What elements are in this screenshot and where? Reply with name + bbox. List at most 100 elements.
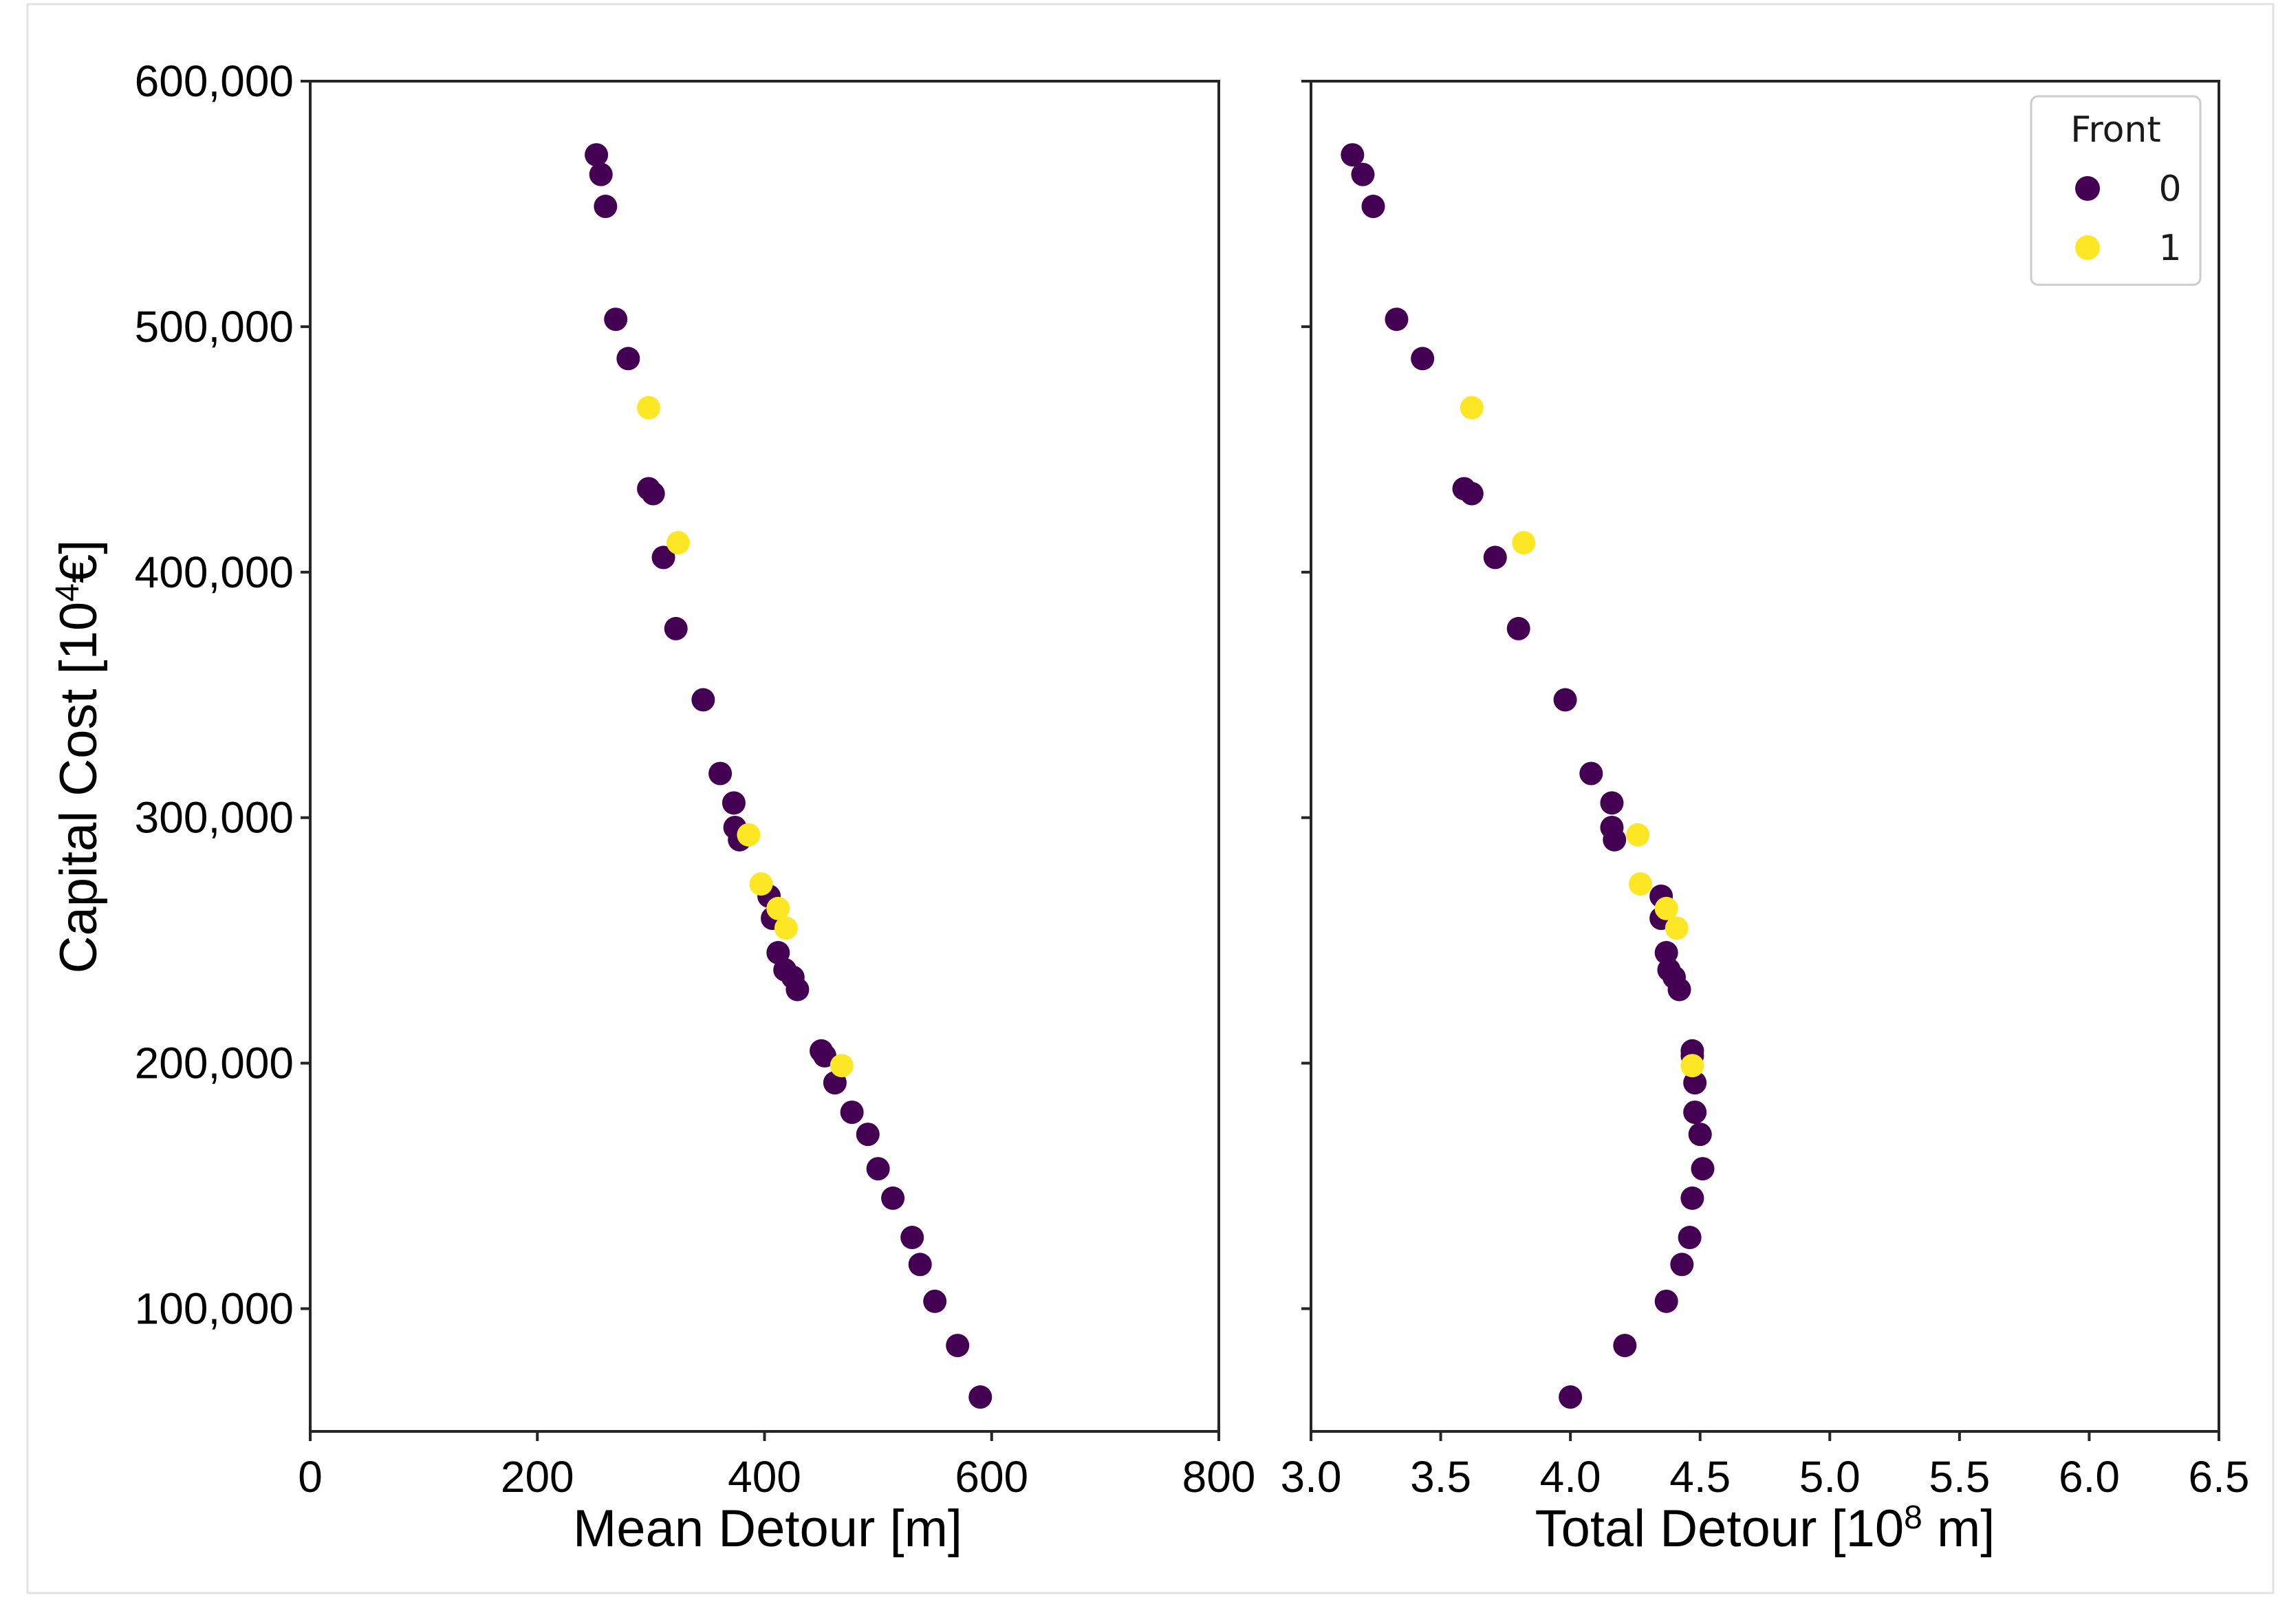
left-point-front-0-26 [881, 1186, 905, 1210]
right-point-front-0-29 [1654, 1289, 1678, 1313]
left-point-front-0-6 [641, 481, 665, 506]
left-panel: 0 200 400 600 800 100,000 200,000 300,000 400,0… [50, 56, 1255, 1558]
right-point-front-1-5 [1665, 916, 1689, 940]
left-point-front-0-29 [923, 1289, 947, 1313]
right-scatter-points [1341, 143, 1715, 1409]
right-point-front-0-24 [1688, 1123, 1712, 1147]
right-point-front-0-22 [1683, 1071, 1707, 1095]
left-point-front-0-30 [946, 1334, 970, 1358]
legend-box [2030, 95, 2202, 286]
left-point-front-0-24 [856, 1123, 880, 1147]
legend-marker-front-1 [2075, 235, 2100, 260]
left-point-front-0-19 [785, 977, 810, 1002]
right-point-front-0-31 [1559, 1385, 1583, 1409]
left-point-front-0-28 [908, 1253, 932, 1277]
right-point-front-0-4 [1411, 347, 1435, 371]
right-point-front-1-3 [1628, 872, 1652, 896]
legend-label-front-0: 0 [2158, 169, 2181, 210]
left-point-front-0-27 [900, 1226, 924, 1250]
left-point-front-1-2 [737, 823, 761, 847]
right-axes-frame [1310, 80, 2220, 1433]
right-point-front-0-1 [1351, 162, 1375, 186]
right-xtick-label-1: 3.5 [1410, 1452, 1471, 1502]
right-point-front-0-19 [1667, 977, 1691, 1002]
left-point-front-0-0 [585, 143, 609, 167]
left-xtick-label-3: 600 [955, 1452, 1028, 1502]
legend-marker-front-0 [2075, 176, 2100, 201]
left-point-front-0-23 [840, 1101, 864, 1125]
left-xtick-label-2: 400 [728, 1452, 801, 1502]
left-scatter-points [585, 143, 993, 1409]
left-point-front-0-2 [594, 195, 618, 219]
right-point-front-0-9 [1553, 688, 1577, 712]
right-xtick-label-5: 5.5 [1929, 1452, 1990, 1502]
right-point-front-1-1 [1512, 530, 1536, 554]
left-ytick-label-4: 500,000 [135, 302, 294, 351]
left-point-front-0-21 [813, 1043, 837, 1068]
left-ytick-label-3: 400,000 [135, 548, 294, 597]
right-point-front-1-0 [1460, 396, 1484, 420]
right-xtick-label-4: 5.0 [1799, 1452, 1861, 1502]
right-point-front-0-0 [1341, 143, 1365, 167]
left-point-front-1-1 [666, 530, 691, 554]
legend-title: Front [2070, 109, 2161, 151]
right-x-axis-title: Total Detour [108 m] [1535, 1500, 1995, 1558]
right-point-front-0-25 [1691, 1157, 1715, 1181]
left-point-front-0-31 [968, 1385, 993, 1409]
left-point-front-1-5 [774, 916, 798, 940]
left-point-front-0-1 [589, 162, 613, 186]
right-point-front-1-6 [1680, 1054, 1704, 1078]
y-axis-title: Capital Cost [104€] [50, 540, 108, 974]
left-xtick-label-1: 200 [501, 1452, 574, 1502]
left-x-axis-title: Mean Detour [m] [573, 1500, 962, 1558]
left-point-front-0-11 [722, 791, 746, 815]
left-ytick-label-0: 100,000 [135, 1284, 294, 1334]
left-ytick-label-1: 200,000 [135, 1039, 294, 1088]
legend-label-front-1: 1 [2158, 228, 2181, 269]
left-point-front-0-10 [708, 761, 733, 786]
left-point-front-0-4 [616, 347, 640, 371]
left-point-front-0-7 [651, 545, 675, 570]
figure-border [26, 3, 2275, 1594]
right-point-front-1-4 [1654, 896, 1678, 920]
left-point-front-0-9 [691, 688, 715, 712]
left-xtick-label-4: 800 [1182, 1452, 1256, 1502]
right-point-front-0-13 [1603, 827, 1627, 852]
right-xtick-label-6: 6.0 [2059, 1452, 2120, 1502]
right-point-front-1-2 [1626, 823, 1650, 847]
left-point-front-0-25 [866, 1157, 890, 1181]
left-point-front-1-4 [766, 896, 790, 920]
right-xtick-label-0: 3.0 [1281, 1452, 1342, 1502]
left-ytick-label-2: 300,000 [135, 793, 294, 843]
right-point-front-0-2 [1361, 195, 1385, 219]
right-point-front-0-27 [1678, 1226, 1702, 1250]
left-point-front-0-3 [604, 307, 628, 332]
left-ytick-label-5: 600,000 [135, 56, 294, 106]
left-point-front-1-3 [749, 872, 773, 896]
left-xtick-label-0: 0 [298, 1452, 323, 1502]
left-y-axis: 100,000 200,000 300,000 400,000 500,000 600,0… [135, 56, 310, 1334]
left-point-front-0-8 [664, 616, 688, 640]
right-point-front-0-26 [1680, 1186, 1704, 1210]
right-point-front-0-7 [1483, 545, 1507, 570]
right-xtick-label-3: 4.5 [1669, 1452, 1731, 1502]
left-point-front-1-6 [830, 1054, 854, 1078]
right-x-axis: 3.0 3.5 4.0 4.5 5.0 5.5 6.0 6.5 [1281, 1431, 2250, 1502]
left-point-front-1-0 [637, 396, 661, 420]
right-point-front-0-11 [1600, 791, 1624, 815]
legend: Front 0 1 [2030, 95, 2202, 286]
right-point-front-0-6 [1460, 481, 1484, 506]
right-point-front-0-23 [1683, 1101, 1707, 1125]
right-point-front-0-3 [1385, 307, 1409, 332]
right-panel: 3.0 3.5 4.0 4.5 5.0 5.5 6.0 6.5 Total Detour [1… [1281, 80, 2250, 1558]
right-point-front-0-30 [1613, 1334, 1637, 1358]
right-point-front-0-16 [1654, 941, 1678, 965]
left-x-axis: 0 200 400 600 800 [298, 1431, 1255, 1502]
right-point-front-0-28 [1670, 1253, 1694, 1277]
right-xtick-label-7: 6.5 [2189, 1452, 2250, 1502]
right-xtick-label-2: 4.0 [1540, 1452, 1601, 1502]
right-point-front-0-10 [1579, 761, 1603, 786]
right-point-front-0-8 [1506, 616, 1530, 640]
